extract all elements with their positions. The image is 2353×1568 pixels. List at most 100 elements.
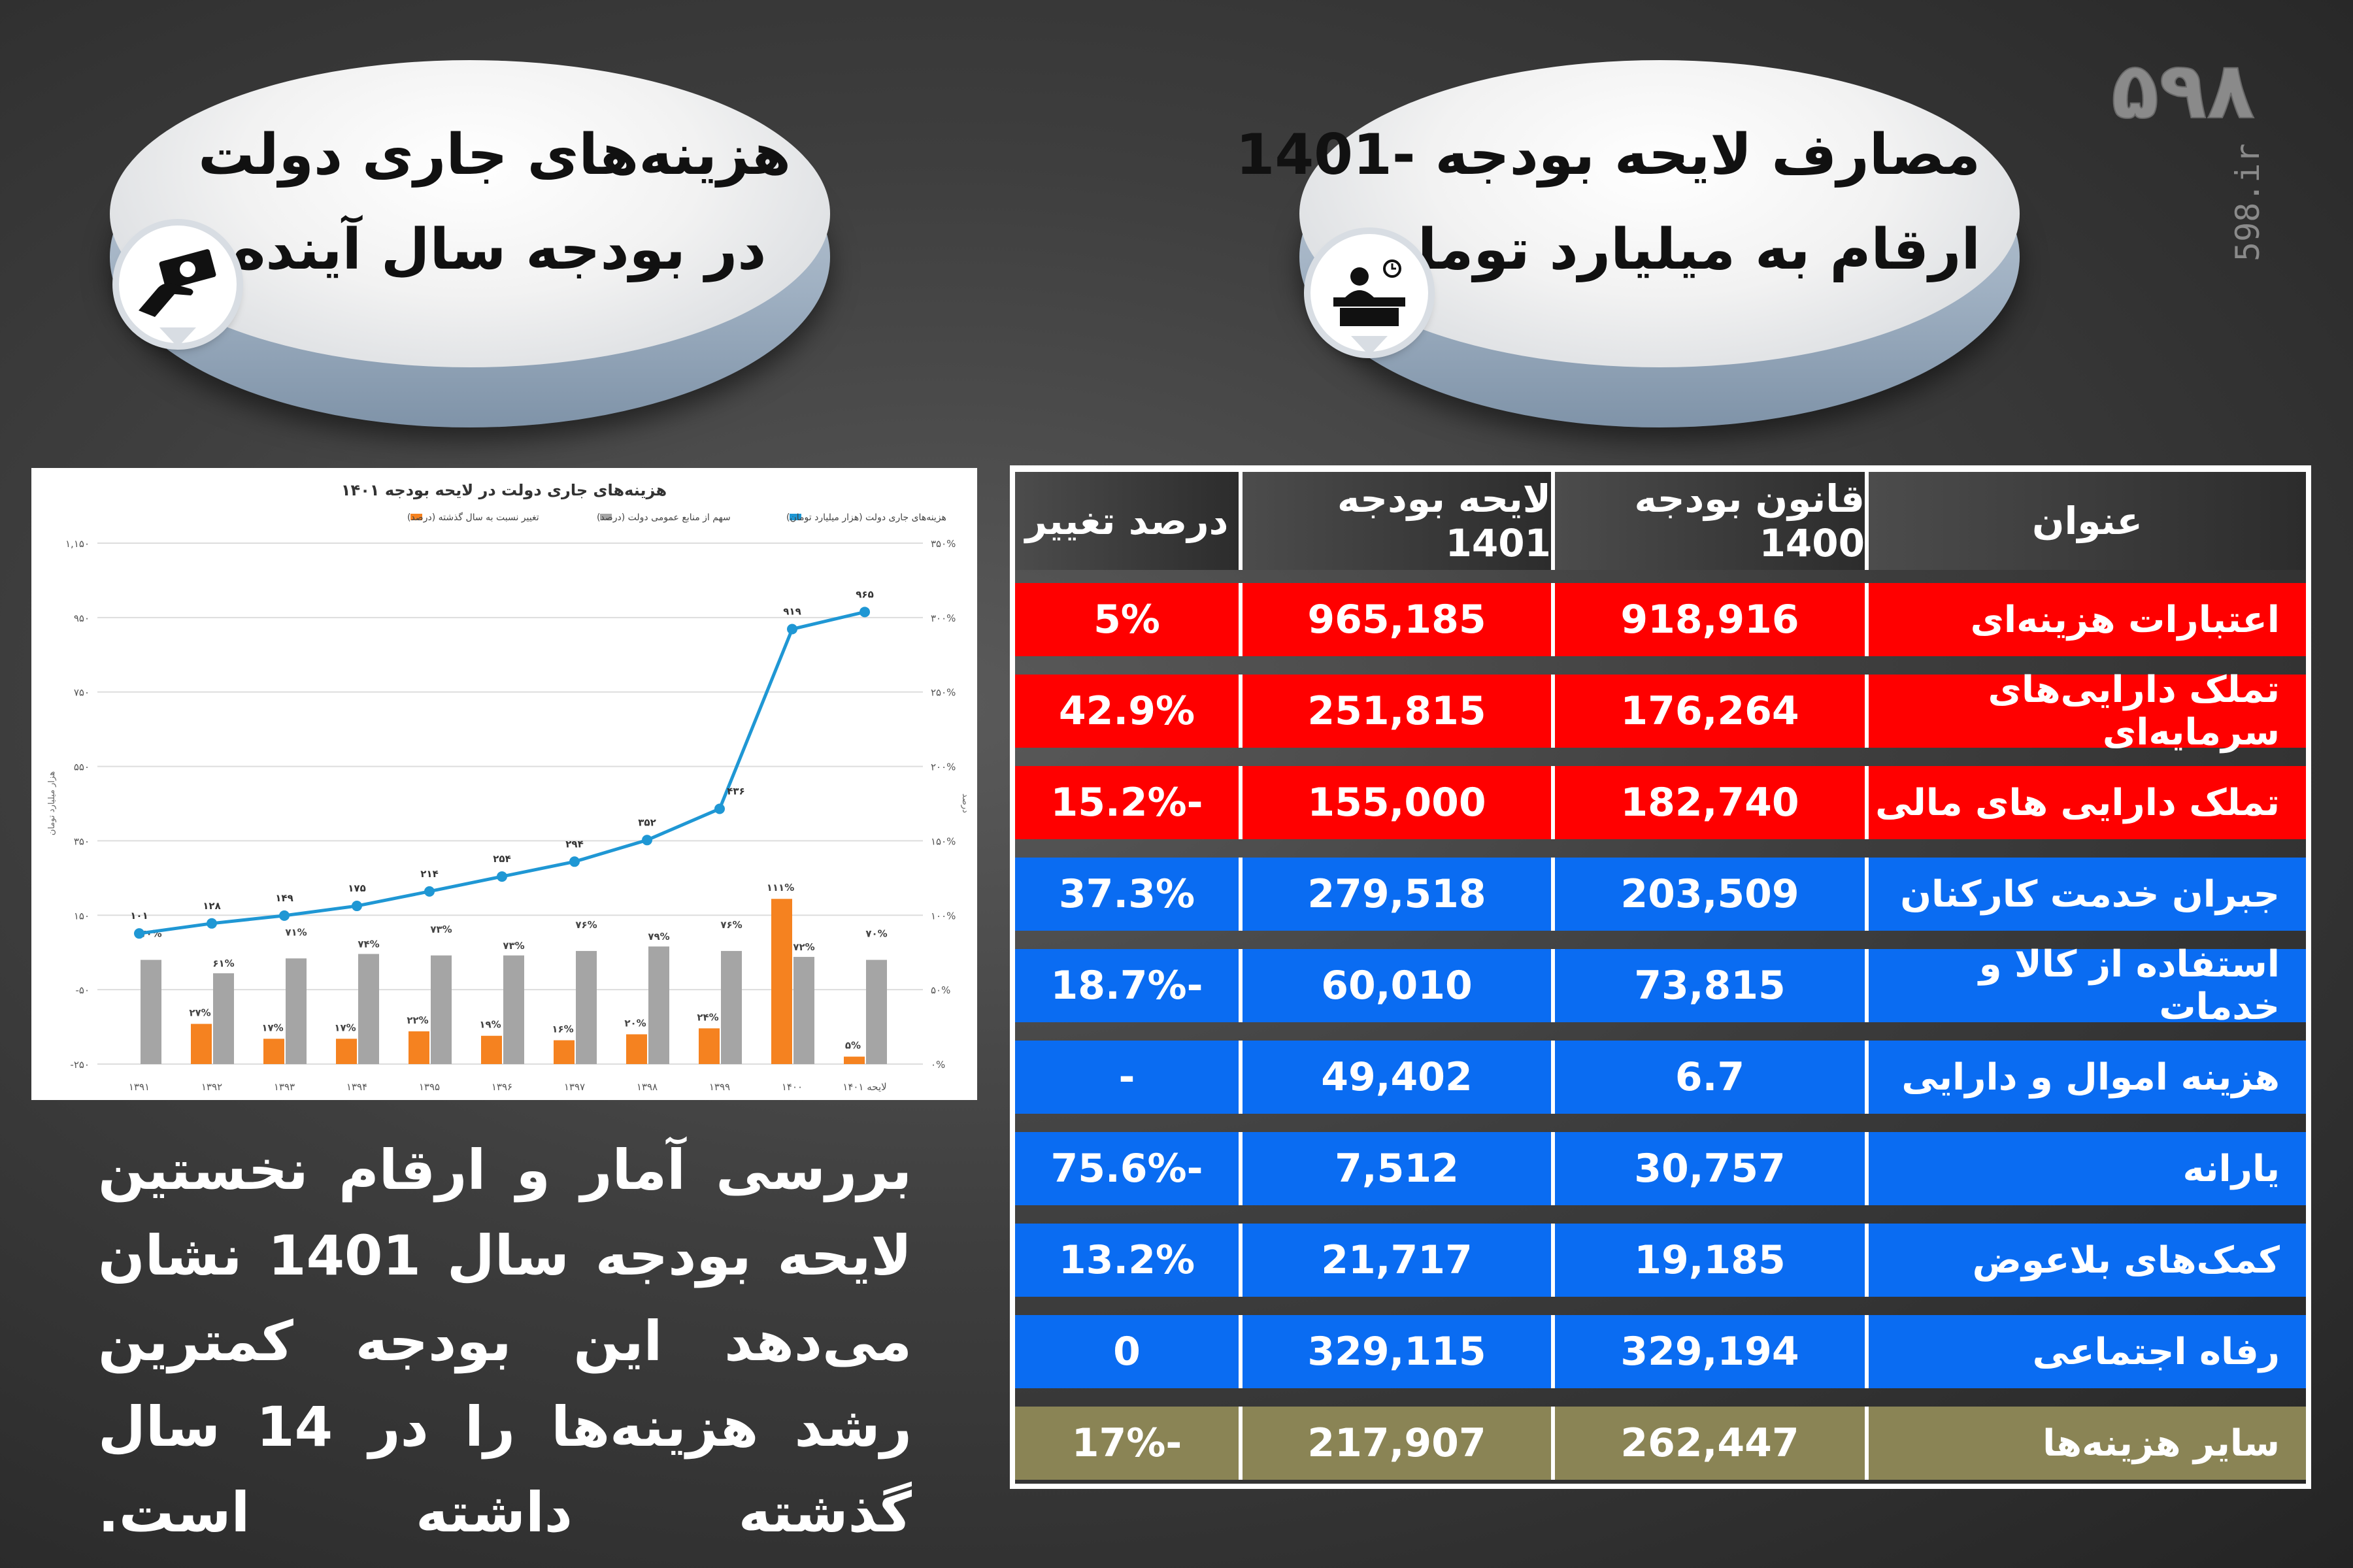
table-row: تملک دارایی های مالی 182,740 155,000 -15.2%	[1015, 766, 2306, 839]
bar-change	[191, 1024, 212, 1064]
legend-swatch	[790, 514, 801, 520]
bar-change	[409, 1031, 429, 1064]
left-title-line1: هزینه‌های جاری دولت	[198, 122, 791, 188]
bar-change-label: ۲۲%	[407, 1014, 428, 1026]
line-point-label: ۳۵۲	[638, 816, 656, 828]
row-budget-1400: 176,264	[1551, 675, 1865, 748]
bar-change-label: ۱۶%	[552, 1024, 573, 1035]
row-budget-1400: 203,509	[1551, 858, 1865, 931]
line-point-label: ۹۶۵	[856, 588, 873, 600]
x-tick-label: ۱۴۰۰	[782, 1081, 803, 1093]
bar-share	[358, 954, 379, 1064]
row-budget-1401: 217,907	[1239, 1407, 1551, 1480]
line-point-label: ۱۴۹	[275, 892, 293, 904]
budget-table: عنوان قانون بودجه 1400 لایحه بودجه 1401 …	[1010, 465, 2311, 1489]
summary-paragraph: بررسی آمار و ارقام نخستین لایحه بودجه سا…	[98, 1138, 912, 1544]
line-series	[139, 610, 865, 935]
line-point	[569, 856, 580, 867]
line-point-label: ۲۵۴	[493, 853, 510, 865]
y2-tick-label: ۵۰%	[931, 984, 950, 996]
row-budget-1401: 49,402	[1239, 1041, 1551, 1114]
row-budget-1400: 182,740	[1551, 766, 1865, 839]
row-change: 37.3%	[1015, 858, 1239, 931]
bar-change-label: ۲۷%	[189, 1007, 210, 1019]
row-title: جبران خدمت کارکنان	[1865, 858, 2306, 931]
bar-change-label: ۱۹%	[479, 1019, 501, 1031]
table-row: رفاه اجتماعی 329,194 329,115 0	[1015, 1315, 2306, 1388]
y2-tick-label: ۳۵۰%	[931, 538, 956, 550]
bar-share	[141, 959, 161, 1064]
y-tick-label: ۱۵۰	[74, 910, 90, 922]
y2-tick-label: ۲۵۰%	[931, 687, 956, 699]
line-point-label: ۹۱۹	[783, 606, 801, 618]
row-title: تملک دارایی های مالی	[1865, 766, 2306, 839]
row-budget-1400: 19,185	[1551, 1224, 1865, 1297]
row-change: -18.7%	[1015, 949, 1239, 1022]
y-tick-label: ۳۵۰	[74, 835, 90, 847]
row-budget-1401: 329,115	[1239, 1315, 1551, 1388]
bar-share	[721, 950, 742, 1064]
bar-change-label: ۱۷%	[261, 1022, 283, 1033]
line-point	[352, 901, 362, 912]
y-tick-label: ۱,۱۵۰	[65, 538, 90, 550]
row-budget-1401: 60,010	[1239, 949, 1551, 1022]
row-budget-1400: 329,194	[1551, 1315, 1865, 1388]
row-budget-1401: 21,717	[1239, 1224, 1551, 1297]
bar-share	[286, 958, 307, 1064]
bar-share	[866, 959, 887, 1064]
y2-tick-label: ۱۰۰%	[931, 910, 956, 922]
table-row: جبران خدمت کارکنان 203,509 279,518 37.3%	[1015, 858, 2306, 931]
y2-tick-label: ۲۰۰%	[931, 761, 956, 773]
row-budget-1400: 30,757	[1551, 1132, 1865, 1205]
table-row: سایر هزینه‌ها 262,447 217,907 -17%	[1015, 1407, 2306, 1480]
line-point	[134, 928, 144, 939]
row-budget-1400: 918,916	[1551, 583, 1865, 656]
row-budget-1401: 965,185	[1239, 583, 1551, 656]
bar-change-label: ۱۷%	[334, 1022, 356, 1033]
bar-share	[431, 955, 452, 1064]
bar-change	[554, 1040, 575, 1064]
line-point-label: ۱۷۵	[348, 882, 365, 894]
row-budget-1400: 73,815	[1551, 949, 1865, 1022]
y-axis-label: هزار میلیارد تومان	[47, 771, 57, 835]
bar-change	[844, 1056, 865, 1064]
row-title: سایر هزینه‌ها	[1865, 1407, 2306, 1480]
line-point-label: ۲۹۴	[565, 838, 583, 850]
y-tick-label: -۲۵۰	[70, 1059, 90, 1071]
x-tick-label: ۱۳۹۶	[492, 1081, 512, 1093]
bar-share	[503, 955, 524, 1064]
x-tick-label: ۱۳۹۵	[419, 1081, 440, 1093]
row-budget-1401: 7,512	[1239, 1132, 1551, 1205]
chart-svg: هزینه‌های جاری دولت در لایحه بودجه ۱۴۰۱ ه…	[47, 481, 970, 1093]
site-logo: ۵۹۸	[2111, 45, 2255, 137]
row-change: 13.2%	[1015, 1224, 1239, 1297]
bar-share	[793, 957, 814, 1064]
bar-change	[336, 1039, 357, 1064]
y2-tick-label: ۰%	[931, 1059, 945, 1071]
header-1401: لایحه بودجه 1401	[1239, 472, 1551, 570]
bar-share-label: ۷۳%	[503, 940, 524, 952]
row-title: هزینه اموال و دارایی	[1865, 1041, 2306, 1114]
row-budget-1401: 251,815	[1239, 675, 1551, 748]
row-title: استفاده از کالا و خدمات	[1865, 943, 2306, 1028]
y2-tick-label: ۳۰۰%	[931, 612, 956, 624]
table-row: تملک دارایی‌های سرمایه‌ای 176,264 251,815 4…	[1015, 669, 2306, 754]
y-tick-label: ۹۵۰	[74, 612, 90, 624]
row-title: رفاه اجتماعی	[1865, 1315, 2306, 1388]
chart-title: هزینه‌های جاری دولت در لایحه بودجه ۱۴۰۱	[341, 481, 667, 499]
bar-change-label: ۵%	[845, 1040, 861, 1052]
bar-change-label: ۲۰%	[624, 1017, 646, 1029]
line-point	[859, 607, 870, 618]
legend-label: سهم از منابع عمومی دولت (درصد)	[597, 512, 731, 523]
y-tick-label: ۵۵۰	[74, 761, 90, 773]
right-title-disc: مصارف لایحه بودجه -1401 ارقام به میلیارد…	[1235, 60, 2020, 427]
bar-share-label: ۷۴%	[358, 938, 379, 950]
bar-change	[263, 1039, 284, 1064]
table-row: یارانه 30,757 7,512 -75.6%	[1015, 1132, 2306, 1205]
x-tick-label: ۱۳۹۹	[709, 1081, 730, 1093]
bar-share-label: ۷۳%	[430, 924, 452, 935]
bar-change	[771, 899, 792, 1064]
header-change: درصد تغییر	[1015, 472, 1239, 570]
line-point-label: ۱۲۸	[203, 900, 220, 912]
table-row: اعتبارات هزینه‌ای 918,916 965,185 5%	[1015, 583, 2306, 656]
